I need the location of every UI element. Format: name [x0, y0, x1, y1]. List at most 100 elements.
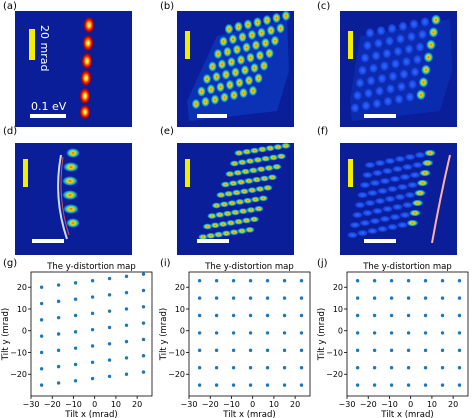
image-spot [230, 209, 241, 216]
image-spot [250, 196, 261, 203]
image-panel-d [15, 143, 132, 255]
scatter-point [355, 279, 360, 283]
image-spot [228, 33, 238, 45]
image-spot [216, 191, 226, 199]
image-spot [396, 81, 407, 93]
image-spot [376, 225, 389, 233]
scatter-point [56, 299, 61, 304]
scatter-point [372, 331, 377, 335]
y-tick-label: 20 [175, 283, 185, 292]
scatter-point [440, 331, 445, 335]
image-spot [239, 188, 250, 195]
image-spot [373, 37, 384, 49]
image-spot [258, 195, 269, 202]
image-spot [426, 39, 436, 51]
image-spot [191, 98, 201, 110]
image-spot [213, 231, 224, 238]
image-spot [376, 187, 389, 195]
scatter-point [214, 366, 219, 370]
image-spot [237, 159, 248, 166]
scatter-point [197, 383, 202, 387]
image-spot [381, 167, 394, 175]
scatter-point [73, 346, 78, 350]
image-spot [262, 184, 273, 191]
scatter-point [457, 296, 462, 300]
image-spot [366, 75, 376, 87]
scatter-point [73, 297, 78, 301]
x-tick-label: −20 [202, 400, 219, 409]
scatter-point [299, 296, 304, 300]
scatter-point [197, 296, 202, 300]
scatter-point [124, 372, 129, 376]
scatter-point [355, 383, 360, 387]
scatter-point [299, 279, 304, 283]
scatter-point [406, 331, 411, 335]
scale-label-ev: 0.1 eV [31, 100, 67, 113]
scatter-point [124, 307, 129, 311]
image-spot [359, 219, 371, 227]
scatter-point [214, 348, 219, 353]
scatter-point [372, 279, 377, 283]
scatter-point [107, 374, 112, 379]
image-spot [219, 36, 228, 47]
scatter-point [248, 366, 253, 370]
scatter-point [214, 331, 219, 335]
image-spot [259, 175, 270, 182]
scale-bar-b-vertical [185, 31, 190, 59]
image-spot [255, 50, 265, 61]
image-spot [268, 154, 279, 161]
scale-bar-e-horizontal [197, 239, 229, 243]
x-axis-label: Tilt x (mrad) [222, 410, 275, 418]
panel-label-b: (b) [160, 1, 175, 12]
image-spot [273, 143, 283, 151]
image-spot [251, 176, 262, 183]
scale-bar-d-horizontal [32, 239, 64, 243]
scale-bar-c-vertical [348, 31, 353, 59]
image-spot [222, 210, 233, 217]
scatter-point [423, 279, 428, 283]
y-tick-label: −10 [326, 348, 343, 357]
image-spot [406, 181, 419, 189]
scatter-point [440, 348, 445, 353]
image-spot [217, 58, 227, 70]
scatter-point [73, 281, 78, 285]
image-spot [421, 159, 434, 167]
scatter-point [282, 383, 287, 387]
image-spot [388, 70, 398, 82]
panel-label-c: (c) [317, 1, 331, 12]
image-spot [384, 195, 396, 203]
image-spot [391, 203, 404, 211]
image-spot [242, 41, 251, 53]
scale-bar-mrad [29, 29, 35, 60]
image-spot [374, 197, 386, 205]
x-tick-label: 10 [427, 400, 437, 409]
scale-bar-d-vertical [23, 159, 28, 187]
image-spot [245, 157, 256, 165]
y-tick-label: −10 [10, 348, 27, 357]
panel-label-a: (a) [3, 1, 17, 12]
image-spot [216, 81, 225, 93]
scatter-point [39, 301, 44, 306]
image-spot [227, 199, 238, 207]
panel-label-g: (g) [3, 258, 18, 269]
image-spot [366, 189, 379, 197]
scatter-point [423, 366, 428, 370]
scatter-svg-g: The y-distortion map −30 −20 −10 0 10 20 −20 −10… [1, 262, 153, 418]
y-tick-label: 0 [338, 327, 343, 336]
scatter-point [406, 383, 411, 387]
scatter-point [423, 331, 428, 335]
image-spot [213, 48, 223, 60]
scatter-point [389, 348, 394, 353]
scale-bar-f-horizontal [364, 239, 396, 243]
scale-bar-b-horizontal [197, 114, 227, 118]
scatter-point [423, 313, 428, 318]
scatter-point [423, 296, 428, 300]
image-spot [224, 23, 234, 35]
scatter-point [141, 305, 146, 309]
image-spot [276, 22, 285, 34]
image-spot [396, 183, 409, 191]
x-tick-label: 0 [92, 400, 97, 409]
scatter-point [423, 383, 428, 387]
image-spot [253, 205, 264, 212]
scatter-point [90, 311, 95, 316]
